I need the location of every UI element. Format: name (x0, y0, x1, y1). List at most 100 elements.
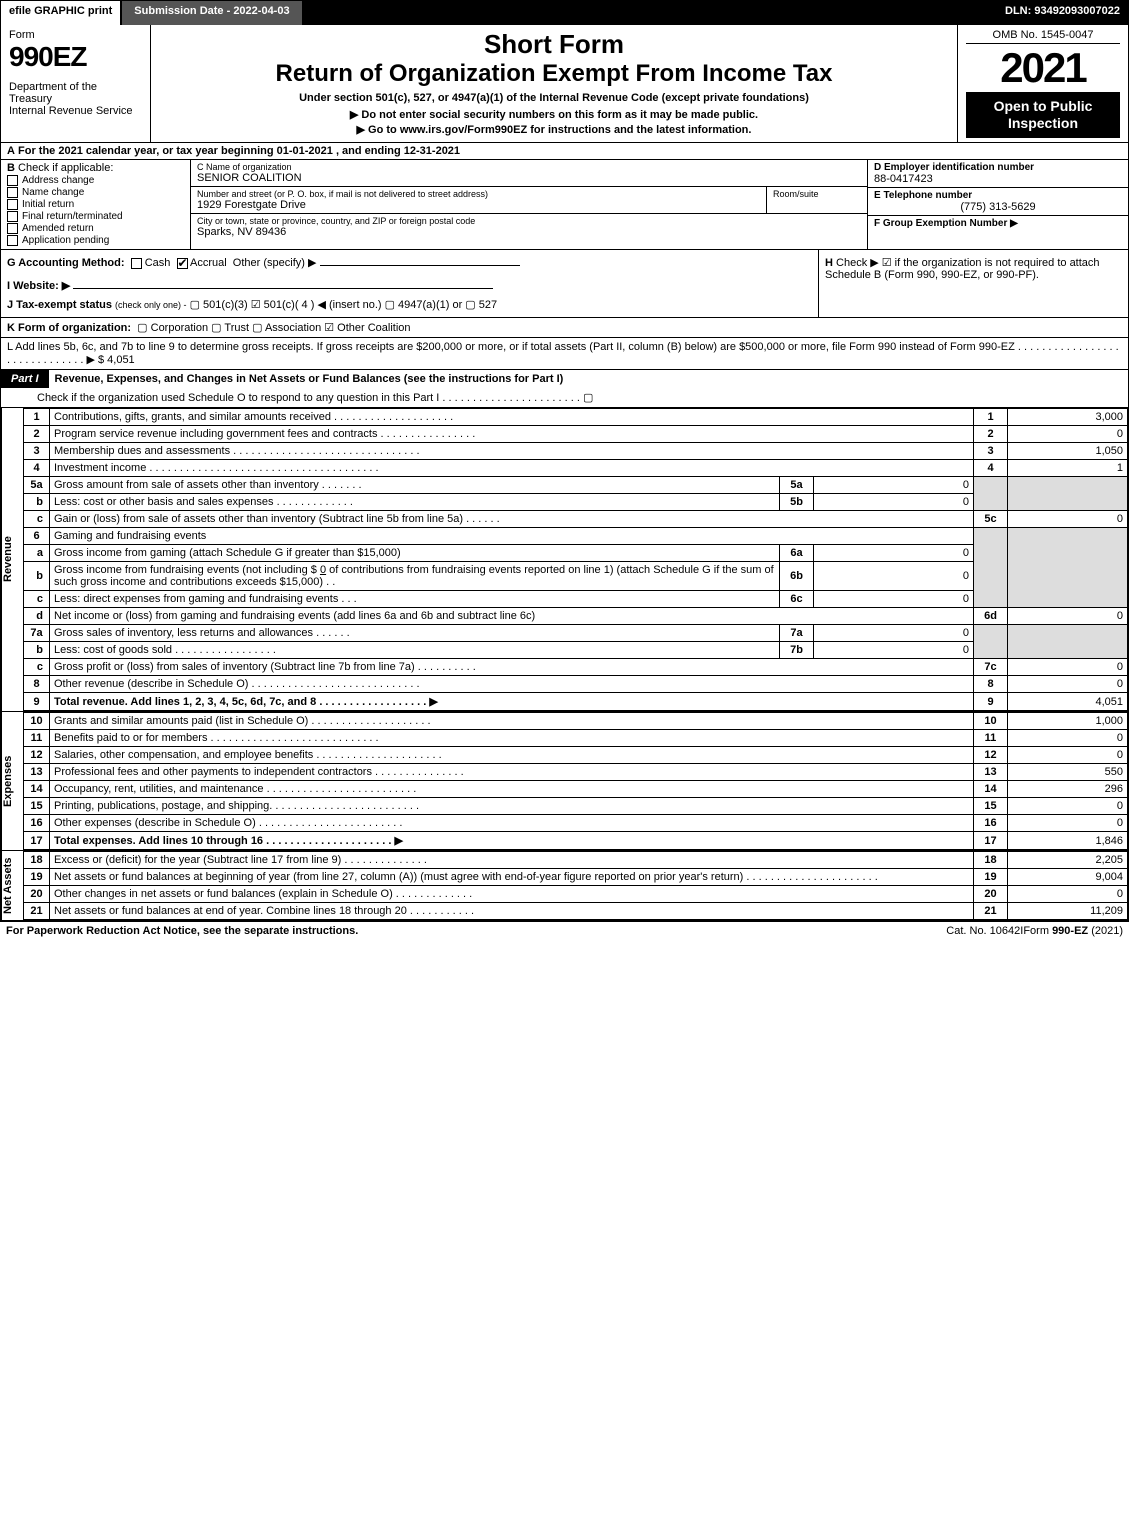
line-2: 2Program service revenue including gover… (24, 426, 1128, 443)
revenue-table: 1Contributions, gifts, grants, and simil… (23, 408, 1128, 711)
chk-application-pending[interactable]: Application pending (7, 235, 184, 246)
row-h-label: H (825, 257, 833, 269)
line-21: 21Net assets or fund balances at end of … (24, 903, 1128, 920)
form-title: Return of Organization Exempt From Incom… (159, 60, 949, 88)
form-subtitle-2: ▶ Do not enter social security numbers o… (159, 108, 949, 121)
checkbox-icon[interactable] (7, 223, 18, 234)
form-subtitle-3: ▶ Go to www.irs.gov/Form990EZ for instru… (159, 123, 949, 136)
room-cell: Room/suite (767, 187, 867, 213)
acct-other: Other (specify) ▶ (233, 257, 317, 269)
line-14: 14Occupancy, rent, utilities, and mainte… (24, 781, 1128, 798)
section-b: B Check if applicable: Address change Na… (1, 160, 191, 249)
header-right: OMB No. 1545-0047 2021 Open to Public In… (958, 25, 1128, 142)
city-value: Sparks, NV 89436 (197, 226, 861, 238)
phone-label: E Telephone number (874, 190, 1122, 201)
part-1-title: Revenue, Expenses, and Changes in Net As… (49, 370, 1128, 388)
form-number: 990EZ (9, 41, 142, 73)
chk-name-change[interactable]: Name change (7, 187, 184, 198)
omb-number: OMB No. 1545-0047 (966, 29, 1120, 44)
footer-center: Cat. No. 10642I (946, 925, 1023, 937)
dln-label: DLN: 93492093007022 (997, 1, 1128, 25)
section-b-heading: Check if applicable: (18, 162, 113, 174)
line-6b: bGross income from fundraising events (n… (24, 562, 1128, 591)
row-h: H Check ▶ ☑ if the organization is not r… (818, 250, 1128, 317)
line-15: 15Printing, publications, postage, and s… (24, 798, 1128, 815)
row-k-label: K Form of organization: (7, 322, 131, 334)
row-l-text: L Add lines 5b, 6c, and 7b to line 9 to … (7, 341, 1119, 366)
city-label: City or town, state or province, country… (197, 216, 861, 226)
efile-print-label[interactable]: efile GRAPHIC print (1, 1, 120, 25)
row-k-options: ▢ Corporation ▢ Trust ▢ Association ☑ Ot… (137, 322, 410, 334)
line-6d: dNet income or (loss) from gaming and fu… (24, 608, 1128, 625)
section-def: D Employer identification number 88-0417… (868, 160, 1128, 249)
checkbox-icon[interactable] (131, 258, 142, 269)
top-bar: efile GRAPHIC print Submission Date - 20… (1, 1, 1128, 25)
checkbox-icon[interactable] (7, 211, 18, 222)
chk-final-return[interactable]: Final return/terminated (7, 211, 184, 222)
acct-cash: Cash (145, 257, 171, 269)
group-exempt-label: F Group Exemption Number ▶ (874, 218, 1122, 229)
line-17: 17Total expenses. Add lines 10 through 1… (24, 832, 1128, 850)
line-20: 20Other changes in net assets or fund ba… (24, 886, 1128, 903)
line-16: 16Other expenses (describe in Schedule O… (24, 815, 1128, 832)
group-exempt-cell: F Group Exemption Number ▶ (868, 216, 1128, 231)
row-j-sub: (check only one) - (115, 300, 187, 310)
line-11: 11Benefits paid to or for members . . . … (24, 730, 1128, 747)
ein-value: 88-0417423 (874, 173, 1122, 185)
phone-cell: E Telephone number (775) 313-5629 (868, 188, 1128, 216)
form-990ez-page: efile GRAPHIC print Submission Date - 20… (0, 0, 1129, 922)
row-h-text: Check ▶ ☑ if the organization is not req… (825, 257, 1100, 281)
net-assets-side-label: Net Assets (1, 851, 23, 920)
line-3: 3Membership dues and assessments . . . .… (24, 443, 1128, 460)
row-j: J Tax-exempt status (check only one) - ▢… (7, 298, 812, 311)
tax-year: 2021 (966, 44, 1120, 92)
line-19: 19Net assets or fund balances at beginni… (24, 869, 1128, 886)
other-specify-input[interactable] (320, 265, 520, 266)
row-a-text: For the 2021 calendar year, or tax year … (18, 145, 460, 157)
row-gh: G Accounting Method: Cash Accrual Other … (1, 250, 1128, 318)
website-label: I Website: ▶ (7, 280, 70, 292)
net-assets-table: 18Excess or (deficit) for the year (Subt… (23, 851, 1128, 920)
checkbox-icon[interactable] (7, 187, 18, 198)
city-cell: City or town, state or province, country… (191, 214, 867, 240)
website-input[interactable] (73, 288, 493, 289)
line-13: 13Professional fees and other payments t… (24, 764, 1128, 781)
footer-left: For Paperwork Reduction Act Notice, see … (6, 925, 946, 937)
street-value: 1929 Forestgate Drive (197, 199, 760, 211)
ein-cell: D Employer identification number 88-0417… (868, 160, 1128, 188)
expenses-section: Expenses 10Grants and similar amounts pa… (1, 712, 1128, 851)
line-7a: 7aGross sales of inventory, less returns… (24, 625, 1128, 642)
line-7c: cGross profit or (loss) from sales of in… (24, 659, 1128, 676)
section-c: C Name of organization SENIOR COALITION … (191, 160, 868, 249)
checkbox-icon[interactable] (177, 258, 188, 269)
expenses-table: 10Grants and similar amounts paid (list … (23, 712, 1128, 850)
phone-value: (775) 313-5629 (874, 201, 1122, 213)
checkbox-icon[interactable] (7, 235, 18, 246)
chk-amended-return[interactable]: Amended return (7, 223, 184, 234)
part-1-header: Part I Revenue, Expenses, and Changes in… (1, 370, 1128, 388)
net-assets-section: Net Assets 18Excess or (deficit) for the… (1, 851, 1128, 921)
line-5a: 5aGross amount from sale of assets other… (24, 477, 1128, 494)
chk-initial-return[interactable]: Initial return (7, 199, 184, 210)
checkbox-icon[interactable] (7, 199, 18, 210)
line-9: 9Total revenue. Add lines 1, 2, 3, 4, 5c… (24, 693, 1128, 711)
row-j-options: ▢ 501(c)(3) ☑ 501(c)( 4 ) ◀ (insert no.)… (190, 299, 497, 311)
row-l: L Add lines 5b, 6c, and 7b to line 9 to … (1, 338, 1128, 370)
checkbox-icon[interactable] (7, 175, 18, 186)
street-label: Number and street (or P. O. box, if mail… (197, 189, 760, 199)
part-1-sub: Check if the organization used Schedule … (1, 388, 1128, 408)
dept-label: Department of the Treasury Internal Reve… (9, 81, 142, 117)
line-6c: cLess: direct expenses from gaming and f… (24, 591, 1128, 608)
row-k: K Form of organization: ▢ Corporation ▢ … (1, 318, 1128, 338)
line-10: 10Grants and similar amounts paid (list … (24, 713, 1128, 730)
chk-address-change[interactable]: Address change (7, 175, 184, 186)
ein-label: D Employer identification number (874, 162, 1122, 173)
form-header: Form 990EZ Department of the Treasury In… (1, 25, 1128, 143)
part-1-label: Part I (1, 370, 49, 388)
footer-right: Form 990-EZ (2021) (1023, 925, 1123, 937)
row-a-label: A (7, 145, 15, 157)
row-g-i-j: G Accounting Method: Cash Accrual Other … (1, 250, 818, 317)
row-j-label: J Tax-exempt status (7, 299, 112, 311)
row-g-label: G Accounting Method: (7, 257, 125, 269)
line-7b: bLess: cost of goods sold . . . . . . . … (24, 642, 1128, 659)
